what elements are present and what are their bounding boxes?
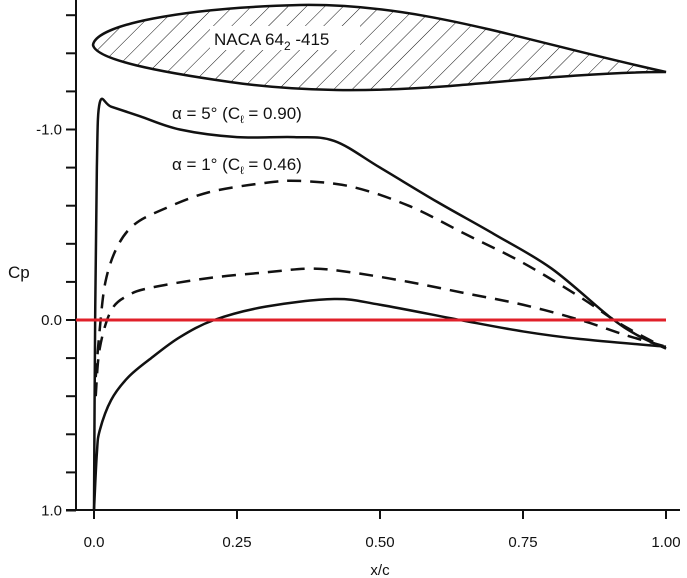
x-tick-label: 0.75: [508, 534, 537, 551]
annotation-alpha-5: α = 5° (Cℓ = 0.90): [172, 104, 302, 126]
y-axis-label: Cp: [8, 263, 30, 282]
y-tick-label: -1.0: [36, 122, 62, 139]
series-line-1: [92, 97, 667, 511]
series-line-2: [92, 297, 667, 511]
series-line-4: [94, 267, 667, 397]
annotation-alpha-1: α = 1° (Cℓ = 0.46): [172, 155, 302, 177]
airfoil-label: NACA 642 -415: [214, 30, 329, 53]
x-tick-label: 0.25: [222, 534, 251, 551]
x-tick-label: 1.00: [651, 534, 680, 551]
x-tick-label: 0.50: [365, 534, 394, 551]
y-tick-label: 0.0: [41, 312, 62, 329]
series-line-3: [94, 179, 667, 378]
x-axis-label: x/c: [370, 562, 390, 578]
y-tick-label: 1.0: [41, 503, 62, 520]
airfoil-label-bg: [210, 26, 360, 50]
x-tick-label: 0.0: [84, 534, 105, 551]
airfoil-shape: [91, 3, 667, 92]
